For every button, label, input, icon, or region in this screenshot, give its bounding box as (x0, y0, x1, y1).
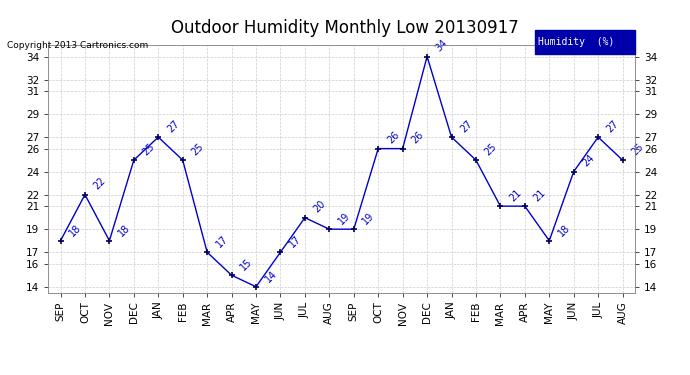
Text: 21: 21 (507, 188, 523, 203)
Text: 20: 20 (312, 199, 328, 215)
Text: 18: 18 (68, 222, 83, 238)
Text: 18: 18 (556, 222, 572, 238)
Text: 18: 18 (117, 222, 132, 238)
Text: Humidity  (%): Humidity (%) (538, 37, 615, 47)
Text: 25: 25 (190, 141, 206, 158)
Text: 27: 27 (605, 118, 621, 134)
Text: 22: 22 (92, 176, 108, 192)
Text: 19: 19 (361, 211, 377, 226)
Text: 25: 25 (483, 141, 499, 158)
Text: 34: 34 (434, 38, 450, 54)
Text: Outdoor Humidity Monthly Low 20130917: Outdoor Humidity Monthly Low 20130917 (171, 19, 519, 37)
Text: 26: 26 (385, 130, 401, 146)
Text: 17: 17 (214, 234, 230, 249)
Text: 17: 17 (288, 234, 303, 249)
Text: 27: 27 (165, 118, 181, 134)
Text: 27: 27 (458, 118, 474, 134)
Text: 19: 19 (336, 211, 352, 226)
Text: 25: 25 (629, 141, 645, 158)
Text: 25: 25 (141, 141, 157, 158)
Text: 14: 14 (263, 268, 279, 284)
Text: 15: 15 (239, 256, 255, 273)
Text: Copyright 2013 Cartronics.com: Copyright 2013 Cartronics.com (7, 41, 148, 50)
Text: 21: 21 (532, 188, 548, 203)
Text: 24: 24 (581, 153, 596, 169)
Text: 26: 26 (410, 130, 426, 146)
